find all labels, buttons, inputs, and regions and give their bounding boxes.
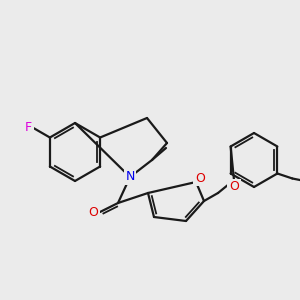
Text: N: N: [125, 170, 135, 184]
Text: F: F: [25, 121, 32, 134]
Text: O: O: [229, 181, 239, 194]
Text: O: O: [195, 172, 205, 184]
Text: O: O: [88, 206, 98, 218]
